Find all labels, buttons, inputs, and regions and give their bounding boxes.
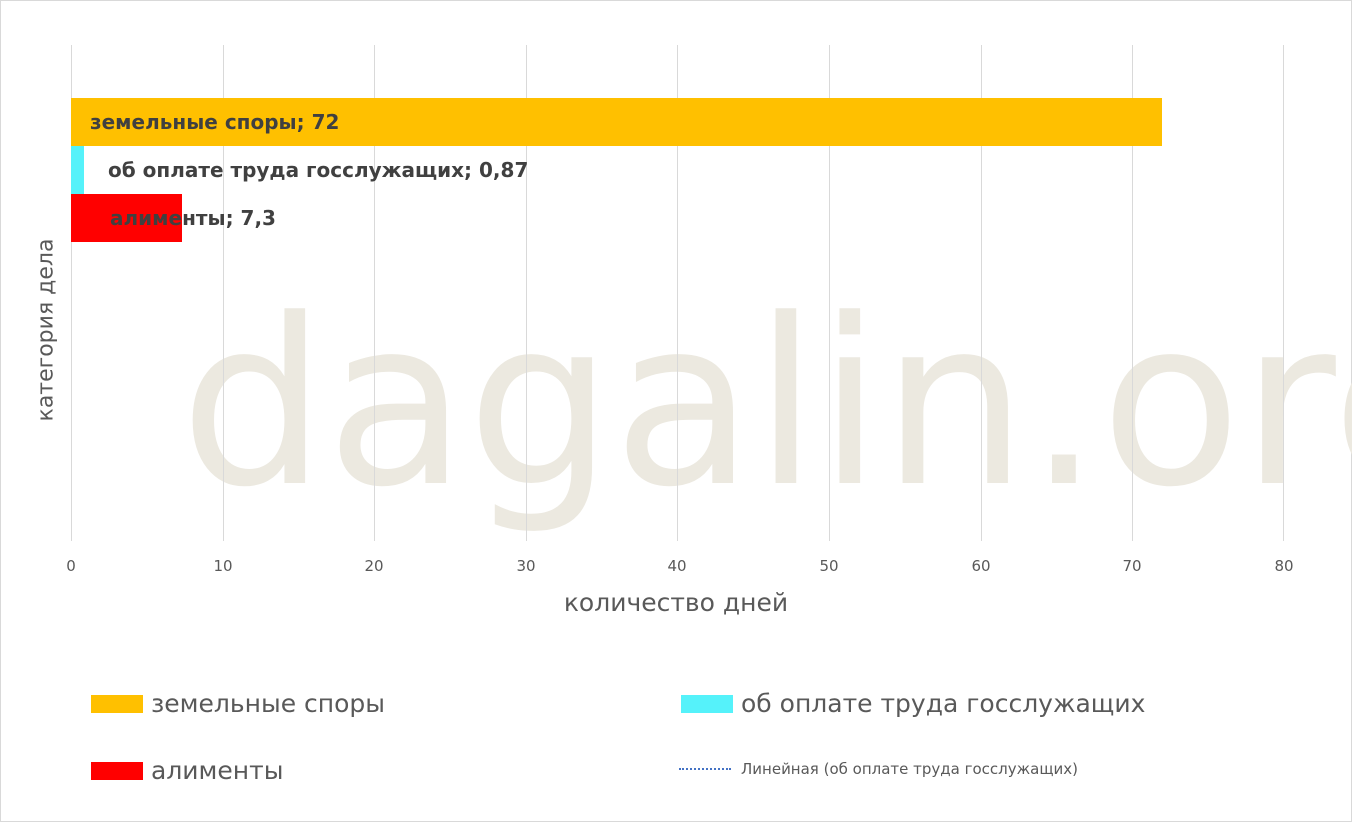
legend-label: Линейная (об оплате труда госслужащих) (741, 760, 1078, 778)
gridline (374, 45, 375, 541)
legend-swatch (681, 694, 733, 713)
x-axis-title: количество дней (563, 588, 789, 617)
gridline (1132, 45, 1133, 541)
x-tick: 0 (66, 557, 76, 575)
gridline (223, 45, 224, 541)
legend-item-land-disputes[interactable]: земельные споры (91, 689, 385, 718)
gridline (71, 45, 72, 541)
gridline (829, 45, 830, 541)
x-tick: 40 (667, 557, 687, 575)
legend-item-trendline[interactable]: Линейная (об оплате труда госслужащих) (679, 760, 1078, 778)
plot-area: земельные споры; 72 об оплате труда госс… (71, 45, 1284, 541)
x-tick: 20 (364, 557, 384, 575)
data-label-land-disputes: земельные споры; 72 (90, 110, 340, 134)
y-axis-title: категория дела (33, 238, 59, 422)
legend-label: об оплате труда госслужащих (741, 689, 1146, 718)
data-label-alimony: алименты; 7,3 (110, 206, 276, 230)
gridline (981, 45, 982, 541)
x-tick: 80 (1274, 557, 1294, 575)
x-tick: 50 (819, 557, 839, 575)
bar-civil-servant-pay[interactable] (71, 146, 84, 194)
legend-label: земельные споры (151, 689, 386, 718)
legend-item-alimony[interactable]: алименты (91, 756, 283, 785)
legend-item-civil-servant-pay[interactable]: об оплате труда госслужащих (681, 689, 1145, 718)
gridline (526, 45, 527, 541)
x-tick: 30 (516, 557, 536, 575)
data-label-civil-servant-pay: об оплате труда госслужащих; 0,87 (108, 158, 529, 182)
bar-alimony[interactable] (71, 194, 182, 242)
legend-label: алименты (151, 756, 284, 785)
gridline (677, 45, 678, 541)
bar-land-disputes[interactable] (71, 98, 1162, 146)
gridline (1283, 45, 1284, 541)
x-tick: 70 (1122, 557, 1142, 575)
x-tick: 10 (213, 557, 233, 575)
trendline-swatch (679, 768, 731, 770)
legend-swatch (91, 761, 143, 780)
x-tick: 60 (971, 557, 991, 575)
legend-swatch (91, 694, 143, 713)
